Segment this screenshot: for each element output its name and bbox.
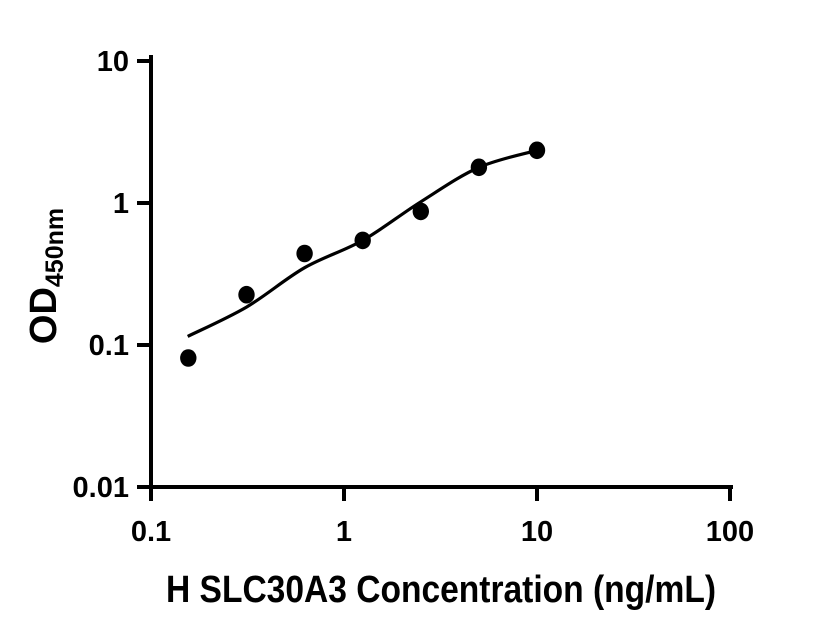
y-tick-label: 10 (97, 46, 129, 78)
y-tick-label: 0.1 (89, 330, 129, 362)
data-point-marker (180, 349, 197, 367)
axis-spines (149, 55, 733, 489)
y-tick-label: 1 (113, 188, 129, 220)
x-tick-label: 1 (336, 516, 352, 548)
y-tick-label: 0.01 (73, 472, 129, 504)
data-points-layer (180, 141, 546, 367)
x-tick-label: 0.1 (131, 516, 171, 548)
data-point-marker (354, 231, 371, 250)
y-axis-title-subscript: 450nm (41, 208, 69, 287)
data-point-marker (238, 285, 255, 304)
x-tick-label: 100 (706, 516, 754, 548)
y-axis-title: OD450nm (23, 208, 69, 344)
data-point-marker (412, 202, 429, 221)
data-point-marker (528, 141, 546, 160)
data-point-marker (296, 244, 313, 263)
x-axis-title: H SLC30A3 Concentration (ng/mL) (166, 569, 716, 611)
y-axis-title-main: OD (23, 287, 65, 344)
x-tick-label: 10 (521, 516, 553, 548)
data-point-marker (470, 158, 488, 177)
